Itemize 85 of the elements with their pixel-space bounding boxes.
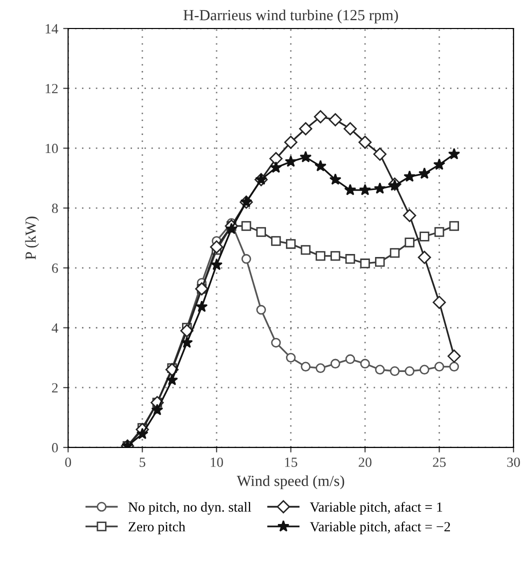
point (345, 254, 356, 264)
point (314, 110, 328, 124)
point (359, 184, 372, 196)
point (316, 251, 326, 261)
point (360, 258, 370, 268)
x-tick-label: 0 (65, 458, 72, 467)
point (241, 254, 252, 264)
x-tick-label: 30 (507, 458, 520, 467)
point (418, 167, 430, 179)
point (360, 358, 370, 369)
point (449, 221, 459, 231)
point (330, 251, 340, 261)
point (328, 113, 342, 126)
point (329, 173, 342, 185)
x-tick-label: 5 (140, 458, 146, 467)
point (420, 232, 430, 242)
point (345, 354, 356, 364)
y-tick-label: 0 (52, 443, 58, 452)
y-tick-label: 12 (46, 84, 58, 94)
point (256, 227, 266, 237)
point (344, 184, 356, 196)
point (358, 136, 372, 149)
y-tick-label: 6 (52, 264, 58, 273)
point (270, 161, 282, 173)
point (300, 150, 312, 162)
point (269, 152, 283, 166)
point (286, 352, 296, 363)
y-axis-title: P (kW) (25, 216, 39, 260)
x-tick-label: 10 (210, 458, 223, 467)
point (373, 148, 386, 161)
legend-label: Variable pitch, afact = −2 (310, 522, 450, 534)
point (256, 304, 266, 315)
point (241, 221, 252, 231)
point (449, 362, 459, 372)
y-tick-label: 8 (52, 204, 58, 214)
point (344, 122, 357, 136)
point (418, 250, 432, 264)
point (375, 257, 385, 267)
point (404, 366, 414, 376)
point (314, 160, 326, 172)
point (284, 136, 298, 149)
y-tick-label: 4 (52, 323, 58, 333)
x-tick-label: 25 (432, 458, 446, 467)
point (404, 170, 416, 182)
legend-label: Zero pitch (128, 522, 186, 534)
point (432, 296, 446, 309)
legend-label: Variable pitch, afact = 1 (310, 502, 442, 515)
chart-title: H-Darrieus wind turbine (125 rpm) (183, 10, 398, 24)
point (300, 245, 311, 255)
point (390, 248, 400, 258)
point (210, 258, 223, 270)
point (271, 338, 281, 348)
point (166, 374, 178, 386)
point (180, 324, 194, 338)
point (434, 362, 444, 372)
point (151, 404, 164, 416)
y-tick-label: 14 (46, 24, 58, 34)
point (210, 240, 224, 254)
point (448, 148, 460, 160)
point (196, 300, 208, 312)
point (434, 227, 444, 237)
point (390, 366, 400, 376)
point (403, 208, 416, 222)
point (136, 428, 148, 440)
point (180, 336, 193, 348)
point (433, 158, 446, 170)
point (330, 358, 340, 369)
point (404, 238, 414, 248)
point (375, 364, 385, 375)
legend-label: No pitch, no dyn. stall (128, 502, 252, 515)
point (448, 350, 461, 363)
point (374, 182, 386, 194)
point (420, 364, 430, 375)
point (300, 362, 311, 372)
x-tick-label: 15 (285, 458, 298, 467)
point (284, 155, 297, 167)
point (316, 363, 326, 374)
y-tick-label: 10 (46, 144, 58, 154)
point (299, 122, 312, 136)
y-tick-label: 2 (52, 383, 58, 392)
point (271, 236, 281, 246)
point (286, 239, 296, 249)
point (225, 222, 238, 234)
x-axis-title: Wind speed (m/s) (236, 475, 344, 490)
x-tick-label: 20 (358, 458, 372, 467)
